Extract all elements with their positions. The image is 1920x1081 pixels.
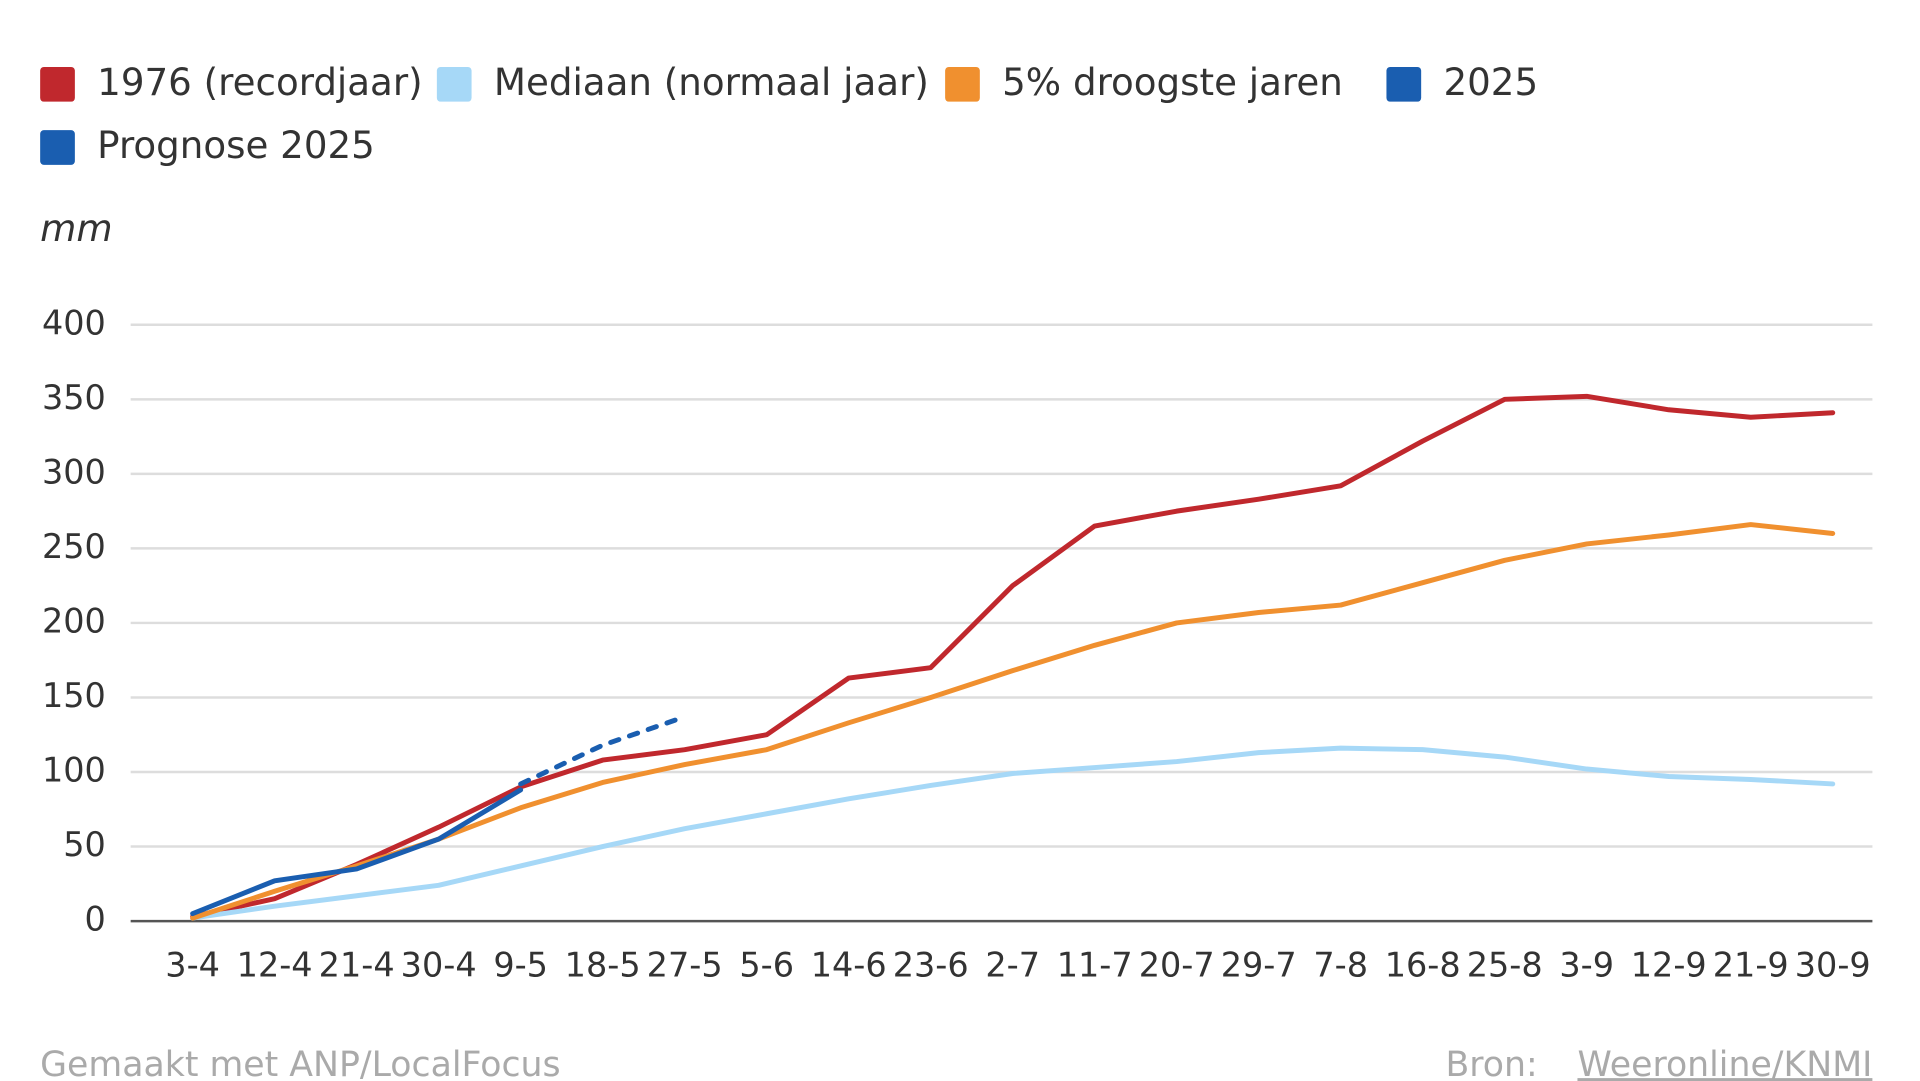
series-line (190, 787, 524, 917)
x-tick-label: 30-9 (1795, 945, 1871, 984)
x-tick-label: 7-8 (1313, 945, 1368, 984)
y-tick-label: 200 (42, 601, 106, 640)
x-tick-label: 25-8 (1467, 945, 1543, 984)
x-tick-label: 2-7 (985, 945, 1040, 984)
legend-swatch (1386, 66, 1422, 102)
legend-swatch (40, 66, 75, 102)
credit: Gemaakt met ANP/LocalFocus (40, 1045, 560, 1081)
legend-swatch (945, 66, 980, 102)
legend-label: 2025 (1443, 60, 1538, 104)
x-tick-label: 18-5 (565, 945, 641, 984)
y-tick-label: 50 (63, 825, 106, 864)
x-tick-label: 3-4 (165, 945, 220, 984)
x-tick-label: 30-4 (401, 945, 477, 984)
x-tick-label: 14-6 (811, 945, 887, 984)
legend-label: Mediaan (normaal jaar) (494, 60, 929, 104)
x-tick-label: 3-9 (1559, 945, 1614, 984)
legend-label: 5% droogste jaren (1002, 60, 1343, 104)
x-tick-label: 11-7 (1057, 945, 1133, 984)
x-tick-label: 21-4 (319, 945, 395, 984)
legend-swatch (40, 130, 75, 165)
x-tick-label: 12-9 (1631, 945, 1707, 984)
series-line (190, 745, 1836, 921)
y-tick-label: 250 (42, 527, 106, 566)
legend-label: Prognose 2025 (97, 123, 375, 167)
x-tick-label: 23-6 (893, 945, 969, 984)
y-tick-label: 150 (42, 676, 106, 715)
y-tick-label: 350 (42, 378, 106, 417)
x-tick-label: 16-8 (1385, 945, 1461, 984)
x-tick-label: 12-4 (237, 945, 313, 984)
x-tick-label: 27-5 (647, 945, 723, 984)
x-tick-label: 29-7 (1221, 945, 1297, 984)
source-link[interactable]: Weeronline/KNMI (1577, 1045, 1872, 1081)
y-axis-label: mm (40, 206, 112, 250)
y-tick-label: 100 (42, 751, 106, 790)
legend-label: 1976 (recordjaar) (97, 60, 422, 104)
y-tick-label: 400 (42, 303, 106, 342)
y-tick-label: 0 (85, 900, 106, 939)
series-line (190, 393, 1836, 920)
x-tick-label: 9-5 (493, 945, 548, 984)
x-tick-label: 20-7 (1139, 945, 1215, 984)
series-line (190, 522, 1836, 921)
x-tick-label: 5-6 (739, 945, 794, 984)
x-tick-label: 21-9 (1713, 945, 1789, 984)
legend-swatch (436, 66, 472, 102)
series-line (518, 714, 688, 787)
source-label: Bron: (1445, 1045, 1537, 1081)
y-tick-label: 300 (42, 452, 106, 491)
